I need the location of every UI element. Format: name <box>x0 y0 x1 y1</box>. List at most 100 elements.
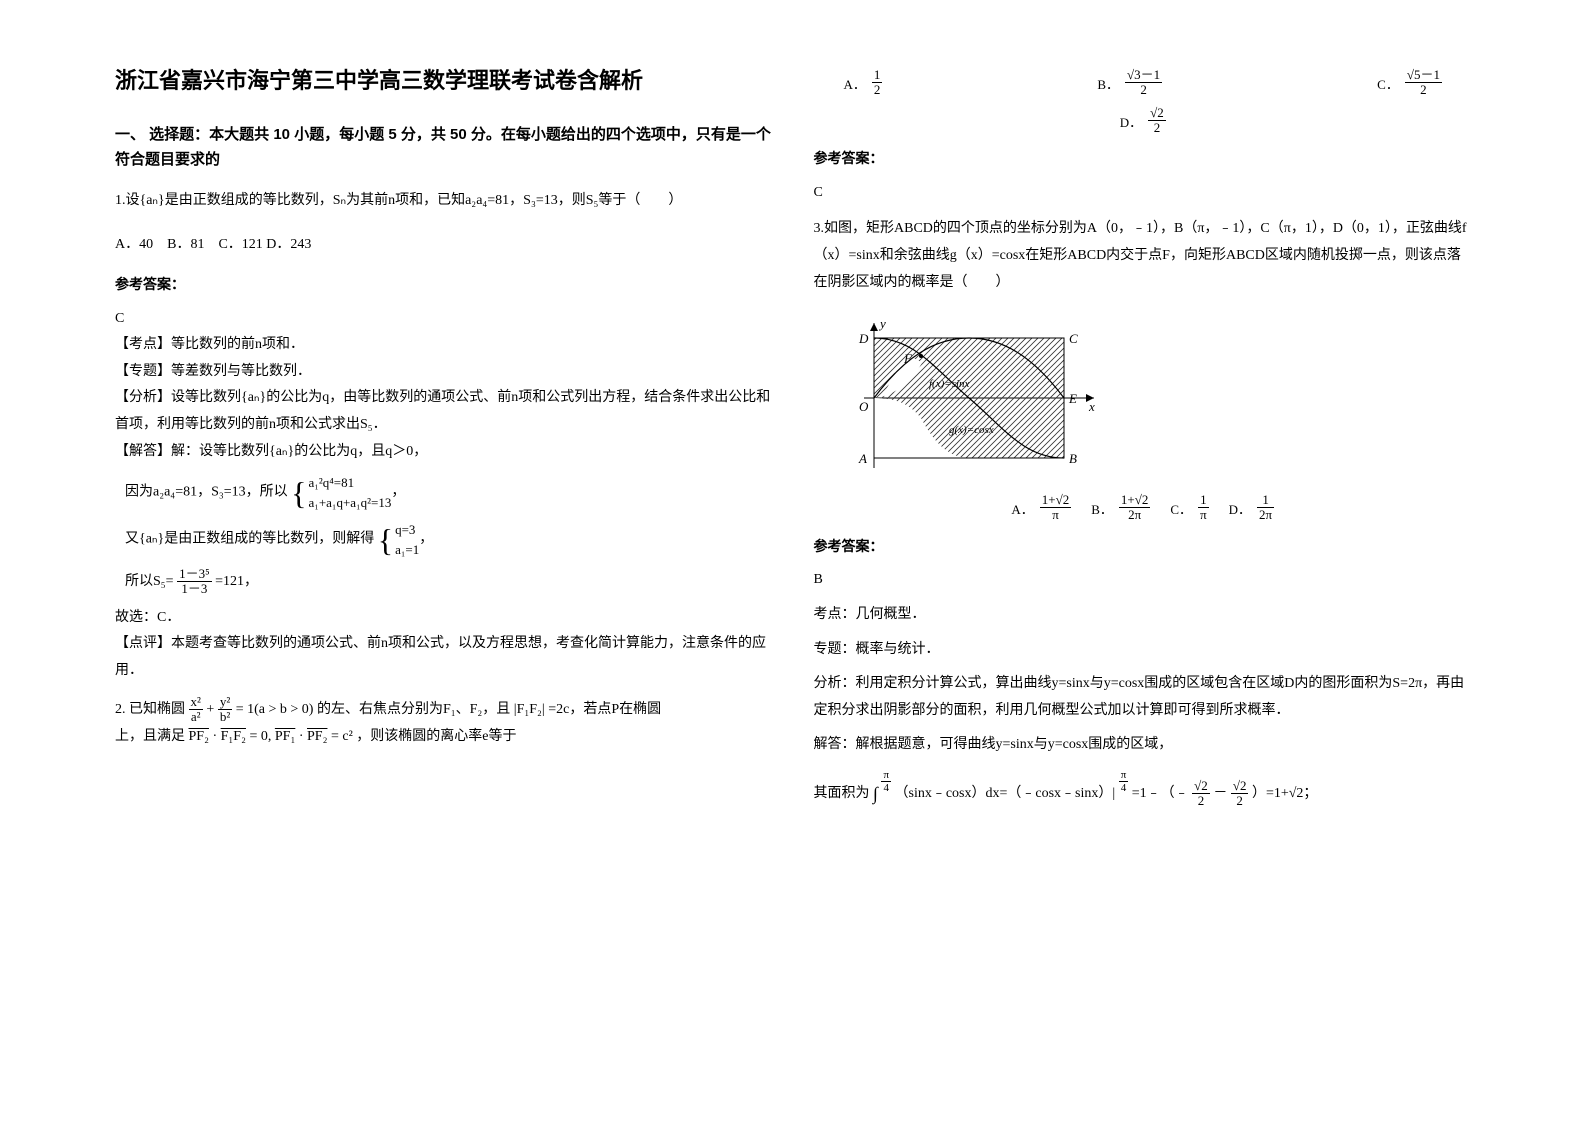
int-minus: － <box>1213 786 1227 801</box>
int-prefix: 其面积为 <box>814 786 870 801</box>
brace-icon: { <box>291 477 306 509</box>
answer-label: 参考答案： <box>814 533 1473 560</box>
vec-f1f2: F₁F₂ <box>221 730 246 744</box>
eq1-prefix: 因为a₂a₄=81，S₃=13，所以 <box>125 485 288 500</box>
q3-topic: 专题：概率与统计． <box>814 637 1473 664</box>
svg-text:A: A <box>858 451 867 466</box>
answer-label: 参考答案： <box>115 271 774 298</box>
integrand: （sinx﹣cosx）dx=（﹣cosx﹣sinx）| <box>895 786 1116 801</box>
int-mid: =1﹣（﹣ <box>1132 786 1189 801</box>
integral-expression: 其面积为 ∫ π 4 （sinx﹣cosx）dx=（﹣cosx﹣sinx）| π… <box>814 769 1473 811</box>
choose-line: 故选：C． <box>115 605 774 632</box>
brace-icon: { <box>378 524 393 556</box>
question-2: 2. 已知椭圆 x² a² + y² b² = 1(a > b > 0) 的左、… <box>115 695 774 751</box>
vec-pf1: PF₁ <box>275 730 295 744</box>
opt-c-label: C． <box>1377 73 1399 98</box>
opt-c-den: 2 <box>1405 83 1442 97</box>
q3-solve: 解答：解根据题意，可得曲线y=sinx与y=cosx围成的区域， <box>814 732 1473 759</box>
q3-option-c: C． 1π <box>1170 493 1208 523</box>
q3-option-b: B． 1+√22π <box>1091 493 1150 523</box>
q2-options-row2: D． √22 <box>814 106 1473 136</box>
eq2-line1: q=3 <box>395 520 419 540</box>
eq1-suffix: ， <box>391 485 405 500</box>
option-a: A． 12 <box>844 68 883 98</box>
eval-up-num: π <box>1119 769 1129 782</box>
q2-stem-b: = 1(a > b > 0) <box>236 702 314 717</box>
eq0: = 0, <box>249 729 271 744</box>
q3-d-label: D． <box>1229 498 1251 523</box>
dot1: · <box>212 729 217 744</box>
exam-point: 【考点】等比数列的前n项和． <box>115 332 774 359</box>
left-column: 浙江省嘉兴市海宁第三中学高三数学理联考试卷含解析 一、 选择题：本大题共 10 … <box>95 60 794 1062</box>
eqc2: = c² <box>331 729 353 744</box>
q3-options: A． 1+√2π B． 1+√22π C． 1π D． 12π <box>814 493 1473 523</box>
eq2-prefix: 又{aₙ}是由正数组成的等比数列，则解得 <box>125 532 374 547</box>
q2-stem-a: 2. 已知椭圆 <box>115 702 185 717</box>
q2-f1-num: x² <box>189 695 203 710</box>
eq2-suffix: ， <box>419 532 433 547</box>
svg-text:O: O <box>859 399 869 414</box>
opt-d-num: √2 <box>1148 106 1166 121</box>
right-column: A． 12 B． √3－12 C． √5－12 D． √22 参考答案： C 3… <box>794 60 1493 1062</box>
s5-suffix: =121， <box>215 574 258 589</box>
svg-text:B: B <box>1069 451 1077 466</box>
svg-text:E: E <box>1068 391 1077 406</box>
opt-d-label: D． <box>1120 111 1142 136</box>
svg-text:F: F <box>903 351 913 366</box>
s5-prefix: 所以S₅= <box>125 574 174 589</box>
q2-line2-b: ，则该椭圆的离心率e等于 <box>356 729 516 744</box>
opt-c-num: √5－1 <box>1405 68 1442 83</box>
q2-f1-den: a² <box>189 710 203 724</box>
section-heading: 一、 选择题：本大题共 10 小题，每小题 5 分，共 50 分。在每小题给出的… <box>115 122 774 173</box>
question-1-stem: 1.设{aₙ}是由正数组成的等比数列，Sₙ为其前n项和，已知a₂a₄=81，S₃… <box>115 188 774 215</box>
q3-b-num: 1+√2 <box>1119 493 1150 508</box>
t2-num: √2 <box>1231 779 1249 794</box>
q2-f2-num: y² <box>218 695 232 710</box>
q3-point: 考点：几何概型． <box>814 602 1473 629</box>
t1-num: √2 <box>1192 779 1210 794</box>
q3-b-label: B． <box>1091 498 1113 523</box>
analysis-text: 【分析】设等比数列{aₙ}的公比为q，由等比数列的通项公式、前n项和公式列出方程… <box>115 385 774 438</box>
svg-text:D: D <box>858 331 869 346</box>
dot2: · <box>299 729 304 744</box>
q3-a-den: π <box>1040 508 1071 522</box>
q2-line2-a: 上，且满足 <box>115 729 185 744</box>
q3-analysis: 分析：利用定积分计算公式，算出曲线y=sinx与y=cosx围成的区域包含在区域… <box>814 671 1473 724</box>
q3-c-den: π <box>1198 508 1209 522</box>
t1-den: 2 <box>1192 794 1210 808</box>
q3-option-a: A． 1+√2π <box>1011 493 1071 523</box>
equation-system-1: 因为a₂a₄=81，S₃=13，所以 { a₁²q⁴=81 a₁+a₁q+a₁q… <box>125 473 774 512</box>
opt-a-label: A． <box>844 73 866 98</box>
q3-d-den: 2π <box>1257 508 1274 522</box>
s5-den: 1－3 <box>177 582 212 596</box>
vec-pf2: PF₂ <box>189 730 209 744</box>
svg-text:f(x)=sinx: f(x)=sinx <box>929 378 970 390</box>
q2-vec1: |F₁F₂| <box>514 702 545 717</box>
q3-option-d: D． 12π <box>1229 493 1274 523</box>
q2-stem-d: =2c，若点P在椭圆 <box>548 702 661 717</box>
s5-result: 所以S₅= 1－3⁵ 1－3 =121， <box>125 567 774 597</box>
int-up-den: 4 <box>881 782 891 794</box>
q3-a-label: A． <box>1011 498 1033 523</box>
eq1-line1: a₁²q⁴=81 <box>309 473 392 493</box>
answer-value: C <box>814 180 1473 207</box>
option-b: B． √3－12 <box>1097 68 1162 98</box>
s5-num: 1－3⁵ <box>177 567 212 582</box>
vec-pf2b: PF₂ <box>307 730 327 744</box>
svg-text:x: x <box>1088 399 1095 414</box>
answer-label: 参考答案： <box>814 145 1473 172</box>
opt-b-den: 2 <box>1125 83 1162 97</box>
eval-up-den: 4 <box>1119 782 1129 794</box>
opt-a-den: 2 <box>872 83 883 97</box>
q3-c-label: C． <box>1170 498 1192 523</box>
opt-a-num: 1 <box>872 68 883 83</box>
q3-a-num: 1+√2 <box>1040 493 1071 508</box>
option-c: C． √5－12 <box>1377 68 1442 98</box>
page-title: 浙江省嘉兴市海宁第三中学高三数学理联考试卷含解析 <box>115 60 774 102</box>
int-up-num: π <box>881 769 891 782</box>
q3-d-num: 1 <box>1257 493 1274 508</box>
option-d: D． √22 <box>1120 106 1166 136</box>
opt-b-label: B． <box>1097 73 1119 98</box>
q3-c-num: 1 <box>1198 493 1209 508</box>
integral-icon: ∫ <box>873 783 878 803</box>
